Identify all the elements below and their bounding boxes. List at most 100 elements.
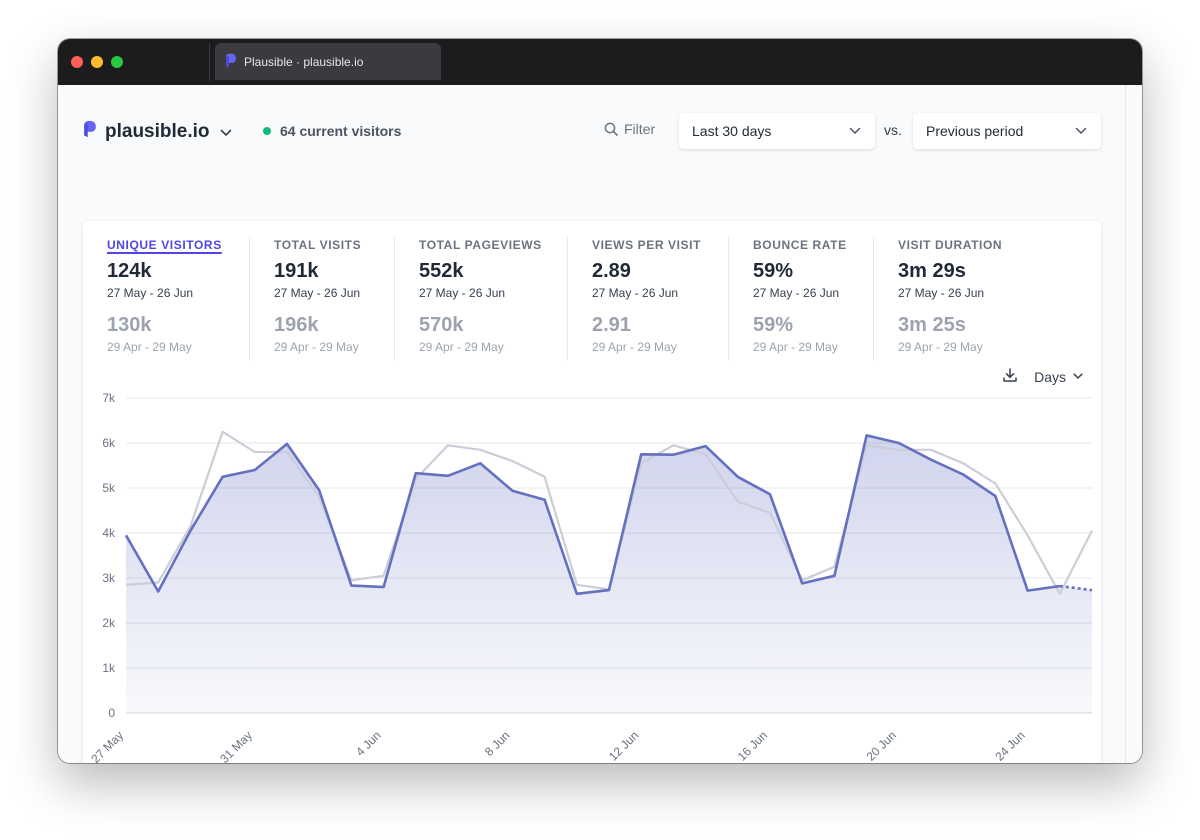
metric-visit-duration[interactable]: VISIT DURATION 3m 29s 27 May - 26 Jun 3m… [898, 238, 1002, 362]
data-point [477, 460, 483, 466]
metric-previous-range: 29 Apr - 29 May [898, 340, 983, 354]
data-point [1025, 588, 1031, 594]
period-value: Last 30 days [692, 123, 772, 139]
data-point [1089, 587, 1095, 593]
y-tick-label: 1k [102, 661, 116, 675]
chevron-down-icon [1073, 373, 1083, 380]
metric-range: 27 May - 26 Jun [592, 286, 679, 300]
metric-label: BOUNCE RATE [753, 238, 847, 252]
y-tick-label: 0 [108, 706, 115, 720]
metric-value: 3m 29s [898, 260, 966, 282]
chart-controls: Days [1002, 367, 1083, 386]
metric-bounce-rate[interactable]: BOUNCE RATE 59% 27 May - 26 Jun 59% 29 A… [753, 238, 847, 362]
browser-window: Plausible · plausible.io plausible.io 64… [58, 39, 1142, 763]
x-tick-label: 20 Jun [864, 728, 899, 763]
metric-divider [728, 237, 729, 361]
data-point [509, 488, 515, 494]
metric-range: 27 May - 26 Jun [274, 286, 361, 300]
data-point [638, 451, 644, 457]
metric-previous-value: 59% [753, 314, 794, 336]
x-tick-label: 27 May [88, 728, 126, 763]
data-point [187, 528, 193, 534]
period-select[interactable]: Last 30 days [679, 113, 875, 149]
visitors-line-chart[interactable]: 0 1k 2k 3k 4k 5k 6k 7k 27 May 31 May 4 Jun 8 Jun 12 … [83, 221, 1101, 763]
metric-divider [249, 237, 250, 361]
data-point [703, 443, 709, 449]
filter-button[interactable]: Filter [604, 121, 655, 137]
title-bar: Plausible · plausible.io [58, 39, 1142, 85]
interval-label: Days [1034, 368, 1066, 385]
metric-range: 27 May - 26 Jun [753, 286, 840, 300]
metric-total-visits[interactable]: TOTAL VISITS 191k 27 May - 26 Jun 196k 2… [274, 238, 361, 362]
data-point [413, 470, 419, 476]
metric-previous-range: 29 Apr - 29 May [274, 340, 359, 354]
x-tick-label: 4 Jun [353, 728, 384, 759]
data-point [445, 473, 451, 479]
live-status-dot [263, 127, 271, 135]
data-point [348, 583, 354, 589]
metric-value: 191k [274, 260, 319, 282]
data-point [220, 474, 226, 480]
data-point [960, 472, 966, 478]
metric-label: TOTAL PAGEVIEWS [419, 238, 542, 252]
data-point [992, 493, 998, 499]
download-icon[interactable] [1002, 367, 1018, 386]
scrollbar[interactable] [1125, 85, 1142, 763]
metric-value: 59% [753, 260, 794, 282]
metric-previous-range: 29 Apr - 29 May [419, 340, 504, 354]
close-window-button[interactable] [71, 56, 83, 68]
plausible-logo-icon [225, 53, 237, 71]
browser-tab[interactable]: Plausible · plausible.io [215, 43, 441, 80]
tab-title: Plausible · plausible.io [244, 54, 364, 69]
interval-select[interactable]: Days [1034, 369, 1083, 385]
x-tick-label: 8 Jun [482, 728, 513, 759]
metric-divider [873, 237, 874, 361]
data-point [316, 487, 322, 493]
metric-previous-value: 570k [419, 314, 464, 336]
metric-previous-value: 3m 25s [898, 314, 966, 336]
data-point [542, 497, 548, 503]
metric-previous-value: 196k [274, 314, 319, 336]
data-point [1057, 583, 1063, 589]
data-point [155, 589, 161, 595]
data-point [670, 452, 676, 458]
metric-views-per-visit[interactable]: VIEWS PER VISIT 2.89 27 May - 26 Jun 2.9… [592, 238, 701, 362]
data-point [767, 491, 773, 497]
site-switcher[interactable]: plausible.io [83, 120, 232, 143]
metric-label: VISIT DURATION [898, 238, 1003, 252]
tab-divider [209, 43, 210, 81]
maximize-window-button[interactable] [111, 56, 123, 68]
site-name: plausible.io [105, 120, 210, 142]
metric-label: VIEWS PER VISIT [592, 238, 702, 252]
metric-previous-range: 29 Apr - 29 May [592, 340, 677, 354]
chevron-down-icon [1075, 127, 1087, 135]
current-series-area [126, 435, 1092, 713]
chevron-down-icon [849, 127, 861, 135]
minimize-window-button[interactable] [91, 56, 103, 68]
dashboard-header: plausible.io 64 current visitors Filter … [58, 85, 1142, 175]
metric-total-pageviews[interactable]: TOTAL PAGEVIEWS 552k 27 May - 26 Jun 570… [419, 238, 542, 362]
data-point [381, 584, 387, 590]
data-point [252, 467, 258, 473]
chevron-down-icon [220, 124, 232, 142]
metric-previous-value: 130k [107, 314, 152, 336]
comparison-value: Previous period [926, 123, 1024, 139]
current-visitors-label: 64 current visitors [280, 123, 402, 139]
x-tick-label: 16 Jun [735, 728, 770, 763]
metric-previous-range: 29 Apr - 29 May [107, 340, 192, 354]
y-tick-label: 6k [102, 436, 116, 450]
comparison-select[interactable]: Previous period [913, 113, 1101, 149]
data-point [123, 532, 129, 538]
current-visitors[interactable]: 64 current visitors [263, 123, 401, 139]
y-tick-label: 2k [102, 616, 116, 630]
data-point [735, 474, 741, 480]
data-point [284, 441, 290, 447]
metric-label: UNIQUE VISITORS [107, 238, 222, 252]
data-point [831, 573, 837, 579]
data-point [799, 580, 805, 586]
vs-label: vs. [884, 122, 902, 138]
metric-unique-visitors[interactable]: UNIQUE VISITORS 124k 27 May - 26 Jun 130… [107, 238, 222, 362]
plausible-logo-icon [83, 120, 97, 143]
metric-label: TOTAL VISITS [274, 238, 362, 252]
metric-previous-range: 29 Apr - 29 May [753, 340, 838, 354]
